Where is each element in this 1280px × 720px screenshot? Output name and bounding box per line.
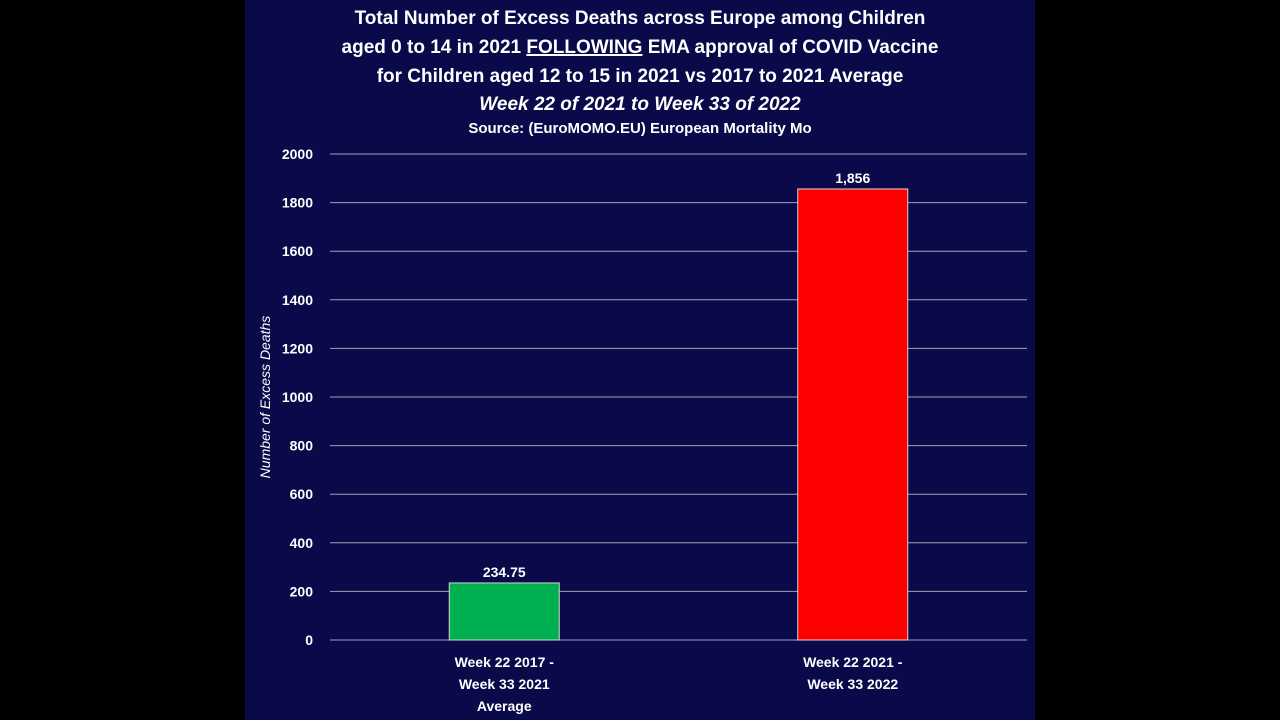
y-tick-label: 600	[290, 486, 314, 502]
bar	[448, 582, 560, 641]
x-tick-label: Average	[477, 698, 532, 714]
chart-title-line-3: for Children aged 12 to 15 in 2021 vs 20…	[376, 66, 904, 87]
chart-subtitle: Week 22 of 2021 to Week 33 of 2022	[479, 94, 801, 115]
chart-title-line-2: aged 0 to 14 in 2021 FOLLOWING EMA appro…	[245, 37, 1035, 59]
data-label: 234.75	[483, 564, 526, 580]
y-tick-label: 1600	[282, 243, 313, 259]
x-tick-label: Week 33 2021	[459, 676, 550, 692]
y-tick-label: 1400	[282, 292, 313, 308]
x-axis-labels: Week 22 2017 - Week 33 2021 Average Week 22…	[455, 654, 903, 714]
bar	[797, 188, 909, 641]
y-tick-label: 200	[290, 583, 314, 599]
y-tick-label: 1000	[282, 389, 313, 405]
title-line-2-after: EMA approval of COVID Vaccine	[642, 37, 939, 58]
y-tick-label: 800	[290, 438, 314, 454]
title-line-2-before: aged 0 to 14 in 2021	[341, 37, 527, 58]
x-tick-label: Week 33 2022	[807, 676, 898, 692]
y-tick-label: 1200	[282, 340, 313, 356]
chart-panel: Total Number of Excess Deaths across Eur…	[245, 0, 1035, 720]
x-tick-label: Week 22 2021 -	[803, 654, 903, 670]
gridlines	[330, 153, 1027, 641]
bar-chart: 0 200 400 600 800 1000 1200 1400 1600 1800 2000 23…	[257, 146, 1027, 714]
y-axis-title: Number of Excess Deaths	[257, 316, 273, 479]
y-tick-label: 0	[305, 632, 313, 648]
chart-source: Source: (EuroMOMO.EU) European Mortality…	[468, 120, 812, 137]
data-label: 1,856	[835, 170, 870, 186]
bars: 234.75 1,856	[448, 170, 909, 641]
chart-title-line-1: Total Number of Excess Deaths across Eur…	[354, 8, 926, 29]
y-tick-label: 1800	[282, 195, 313, 211]
y-tick-label: 2000	[282, 146, 313, 162]
y-tick-label: 400	[290, 535, 314, 551]
x-tick-label: Week 22 2017 -	[455, 654, 555, 670]
y-axis-ticks: 0 200 400 600 800 1000 1200 1400 1600 1800 2000	[282, 146, 313, 648]
title-emphasis: FOLLOWING	[526, 37, 643, 58]
